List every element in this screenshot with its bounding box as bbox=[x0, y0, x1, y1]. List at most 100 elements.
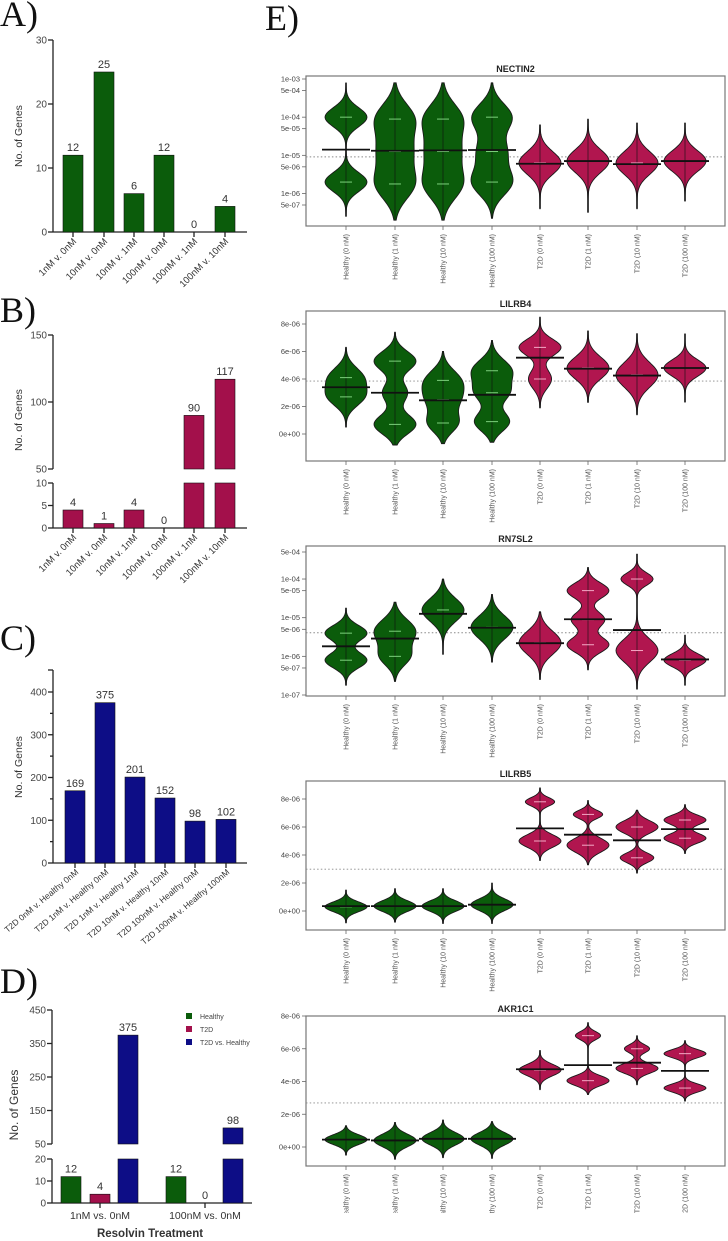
y-tick-label: 1e-05 bbox=[281, 613, 300, 622]
y-tick-label: 250 bbox=[29, 1073, 46, 1084]
y-tick-label: 1e-03 bbox=[281, 75, 300, 84]
x-tick-label: Healthy (100 nM) bbox=[490, 469, 497, 523]
violin-panel-title: LILRB5 bbox=[500, 769, 532, 779]
bar-t2d-vs-healthy-lower bbox=[222, 1158, 244, 1204]
y-tick-label: 8e-06 bbox=[281, 1012, 300, 1021]
chart-d: 0 10 20 50 150 250 350 450 No. of Genes 12 4 375 1nM… bbox=[7, 1006, 252, 1240]
x-tick-label: Healthy (0 nM) bbox=[344, 704, 351, 750]
x-tick-label: 1nM vs. 0nM bbox=[70, 1210, 130, 1222]
y-tick-label: 1e-04 bbox=[281, 113, 300, 122]
y-tick-label: 4e-06 bbox=[281, 1077, 300, 1086]
x-tick-label: Healthy (0 nM) bbox=[344, 469, 351, 515]
y-tick-label: 5e-07 bbox=[281, 201, 300, 210]
violin-panel-title: AKR1C1 bbox=[497, 1004, 533, 1014]
y-tick-label: 350 bbox=[29, 1039, 46, 1050]
y-tick-label: 8e-06 bbox=[281, 795, 300, 804]
x-tick-label: T2D (1 nM) bbox=[586, 704, 593, 739]
bar bbox=[64, 790, 86, 864]
y-tick-label: 0e+00 bbox=[279, 1143, 300, 1152]
x-tick-label: T2D (10 nM) bbox=[635, 469, 642, 508]
legend-label: T2D vs. Healthy bbox=[200, 1040, 250, 1047]
bar-t2d-vs-healthy-upper bbox=[117, 1034, 139, 1145]
legend-swatch bbox=[186, 1039, 192, 1045]
bar-value-label: 169 bbox=[66, 778, 84, 790]
x-tick-label: T2D (10 nM) bbox=[635, 1174, 642, 1213]
x-tick-label: 100nM vs. 0nM bbox=[169, 1210, 241, 1222]
bar-value-label: 12 bbox=[65, 1164, 77, 1176]
y-tick-label: 0e+00 bbox=[279, 907, 300, 916]
plot-frame bbox=[305, 1015, 726, 1167]
y-tick-label: 0e+00 bbox=[279, 430, 300, 439]
violin-panel-title: NECTIN2 bbox=[496, 64, 535, 74]
y-tick-label: 4e-06 bbox=[281, 851, 300, 860]
y-tick-label: 1e-06 bbox=[281, 652, 300, 661]
y-tick-label: 20 bbox=[36, 100, 48, 111]
x-tick-label: T2D (10 nM) bbox=[635, 704, 642, 743]
y-tick-label: 1e-05 bbox=[281, 151, 300, 160]
bar-lower bbox=[183, 482, 205, 529]
legend-swatch bbox=[186, 1013, 192, 1019]
bar-upper bbox=[214, 378, 236, 470]
y-tick-label: 0 bbox=[41, 524, 47, 535]
bar-t2d bbox=[89, 1193, 111, 1204]
plot-frame bbox=[305, 545, 726, 697]
bar-lower bbox=[214, 482, 236, 529]
y-axis-title: No. of Genes bbox=[13, 105, 25, 167]
panel-label-c: C) bbox=[0, 618, 36, 658]
bar bbox=[123, 193, 145, 233]
bar-value-label: 201 bbox=[126, 764, 144, 776]
bar bbox=[153, 154, 175, 233]
bar-value-label: 4 bbox=[222, 193, 228, 205]
x-tick-label: Healthy (0 nM) bbox=[344, 1174, 351, 1220]
y-axis-title: No. of Genes bbox=[13, 736, 25, 798]
plot-frame bbox=[305, 310, 726, 462]
y-tick-label: 5e-04 bbox=[281, 548, 300, 557]
bar bbox=[184, 820, 206, 864]
bar-upper bbox=[183, 415, 205, 470]
bar-value-label: 375 bbox=[119, 1022, 137, 1034]
y-tick-label: 10 bbox=[35, 1177, 47, 1188]
y-tick-label: 100 bbox=[30, 398, 47, 409]
y-tick-label: 10 bbox=[36, 164, 48, 175]
x-tick-label: Healthy (0 nM) bbox=[344, 234, 351, 280]
y-tick-label: 0 bbox=[41, 859, 47, 870]
bar-value-label: 98 bbox=[227, 1115, 239, 1127]
bar bbox=[214, 206, 236, 233]
bar-value-label: 152 bbox=[156, 785, 174, 797]
y-tick-label: 6e-06 bbox=[281, 823, 300, 832]
y-tick-label: 5e-06 bbox=[281, 162, 300, 171]
x-tick-label: T2D (100 nM) bbox=[683, 234, 690, 277]
bar bbox=[62, 509, 84, 529]
bar-value-label: 90 bbox=[188, 402, 200, 414]
x-tick-label: T2D (1 nM) bbox=[586, 234, 593, 269]
y-tick-label: 400 bbox=[30, 688, 47, 699]
y-tick-label: 2e-06 bbox=[281, 879, 300, 888]
y-tick-label: 1e-07 bbox=[281, 691, 300, 700]
bar-value-label: 4 bbox=[70, 497, 76, 509]
y-tick-label: 6e-06 bbox=[281, 1044, 300, 1053]
x-tick-label: Healthy (10 nM) bbox=[441, 469, 448, 519]
bar-value-label: 25 bbox=[98, 59, 110, 71]
bar-value-label: 0 bbox=[161, 515, 167, 527]
violin-panel-lilrb4: LILRB4 0e+00 2e-06 4e-06 6e-06 8e-06 Healthy (… bbox=[279, 299, 726, 523]
x-tick-labels: Healthy (0 nM) Healthy (1 nM) Healthy (10 … bbox=[344, 938, 690, 992]
x-tick-label: T2D (1 nM) bbox=[586, 1174, 593, 1209]
x-tick-label: Healthy (1 nM) bbox=[393, 1174, 400, 1220]
y-tick-label: 2e-06 bbox=[281, 1110, 300, 1119]
y-tick-label: 2e-06 bbox=[281, 402, 300, 411]
y-tick-label: 300 bbox=[30, 730, 47, 741]
y-tick-label: 100 bbox=[30, 816, 47, 827]
x-tick-label: Healthy (100 nM) bbox=[490, 1174, 497, 1228]
violin-panel-lilrb5: LILRB5 0e+00 2e-06 4e-06 6e-06 8e-06 Healthy (… bbox=[279, 769, 726, 992]
y-tick-label: 1e-06 bbox=[281, 189, 300, 198]
legend-label: Healthy bbox=[200, 1014, 224, 1021]
x-tick-label: T2D (0 nM) bbox=[538, 938, 545, 973]
panel-label-a: A) bbox=[0, 0, 38, 34]
legend-label: T2D bbox=[200, 1027, 213, 1034]
bar bbox=[93, 71, 115, 233]
bar-healthy bbox=[165, 1176, 187, 1204]
y-tick-label: 8e-06 bbox=[281, 320, 300, 329]
x-tick-label: Healthy (1 nM) bbox=[393, 704, 400, 750]
